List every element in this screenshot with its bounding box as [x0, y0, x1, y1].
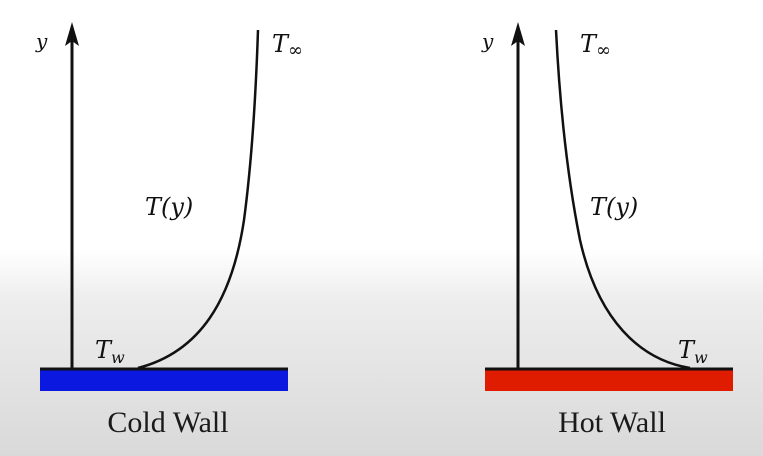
cold-wall-bar	[40, 369, 288, 391]
cold-y-axis-label: y	[35, 29, 48, 53]
cold-wall-panel: y T∞ T(y) Tw Cold Wall	[35, 22, 303, 439]
hot-profile-label: T(y)	[590, 193, 638, 221]
cold-far-temperature-label: T∞	[272, 30, 303, 61]
hot-temperature-profile-curve	[554, 29, 691, 370]
hot-far-temperature-label: T∞	[580, 30, 611, 61]
cold-y-axis-arrow-icon	[65, 22, 79, 46]
cold-profile-label: T(y)	[145, 193, 193, 221]
cold-temperature-profile-curve	[137, 29, 260, 370]
hot-wall-temperature-label: Tw	[678, 336, 708, 367]
cold-wall-temperature-label: Tw	[95, 336, 125, 367]
cold-wall-caption: Cold Wall	[107, 406, 228, 439]
hot-y-axis-label: y	[481, 29, 494, 53]
hot-wall-caption: Hot Wall	[558, 406, 666, 439]
hot-y-axis-arrow-icon	[511, 22, 525, 46]
hot-wall-bar	[485, 369, 733, 391]
hot-wall-panel: y T∞ T(y) Tw Hot Wall	[481, 22, 733, 439]
